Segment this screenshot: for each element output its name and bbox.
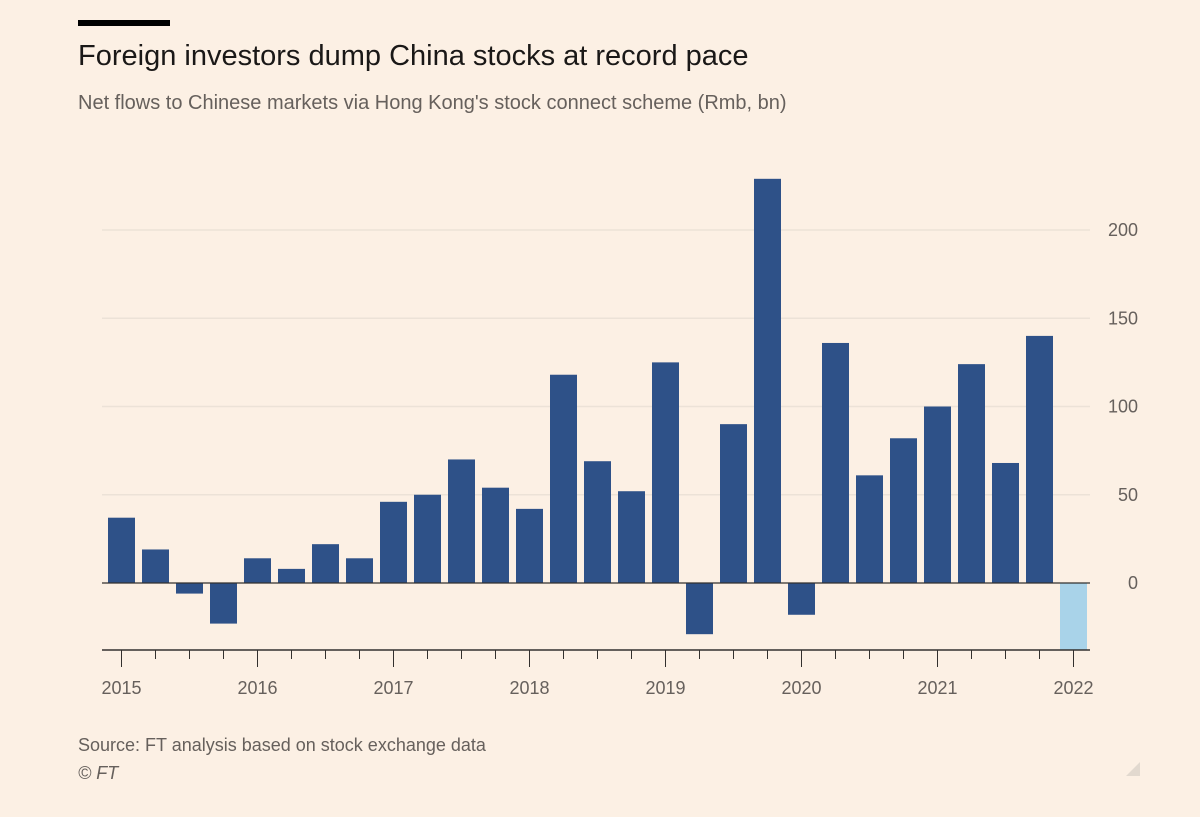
bar <box>992 462 1019 583</box>
y-tick-label: 100 <box>1108 397 1138 417</box>
bar <box>448 459 475 583</box>
bar <box>482 487 509 583</box>
x-tick-label: 2017 <box>373 678 413 698</box>
bar <box>210 583 237 624</box>
y-tick-label: 200 <box>1108 220 1138 240</box>
bar <box>618 491 645 583</box>
resize-corner-icon <box>1126 762 1140 776</box>
bar <box>958 364 985 583</box>
x-tick-label: 2020 <box>781 678 821 698</box>
bar <box>176 583 203 594</box>
bar <box>720 424 747 583</box>
y-tick-label: 50 <box>1118 485 1138 505</box>
bar <box>278 568 305 583</box>
bar <box>856 475 883 583</box>
bar <box>686 583 713 635</box>
bar <box>924 406 951 583</box>
bar <box>516 508 543 583</box>
bar <box>550 374 577 583</box>
bar <box>380 501 407 583</box>
copyright-credit: © FT <box>78 763 119 783</box>
bar <box>108 517 135 583</box>
bar <box>890 438 917 583</box>
bar <box>822 342 849 583</box>
bar <box>142 549 169 583</box>
bar <box>788 583 815 615</box>
x-tick-label: 2016 <box>237 678 277 698</box>
y-tick-label: 0 <box>1128 573 1138 593</box>
x-tick-label: 2021 <box>917 678 957 698</box>
bar <box>312 544 339 583</box>
x-tick-label: 2022 <box>1053 678 1093 698</box>
bar <box>244 558 271 583</box>
bar <box>346 558 373 583</box>
x-tick-label: 2019 <box>645 678 685 698</box>
x-tick-label: 2018 <box>509 678 549 698</box>
bar <box>1026 335 1053 583</box>
bar <box>754 178 781 583</box>
chart-title: Foreign investors dump China stocks at r… <box>78 40 749 72</box>
y-tick-label: 150 <box>1108 308 1138 328</box>
bar <box>652 362 679 583</box>
bar <box>414 494 441 583</box>
bar <box>584 461 611 583</box>
chart-subtitle: Net flows to Chinese markets via Hong Ko… <box>78 92 787 114</box>
bar <box>1060 583 1087 651</box>
header-rule <box>78 20 170 26</box>
x-tick-label: 2015 <box>101 678 141 698</box>
source-note: Source: FT analysis based on stock excha… <box>78 735 486 755</box>
